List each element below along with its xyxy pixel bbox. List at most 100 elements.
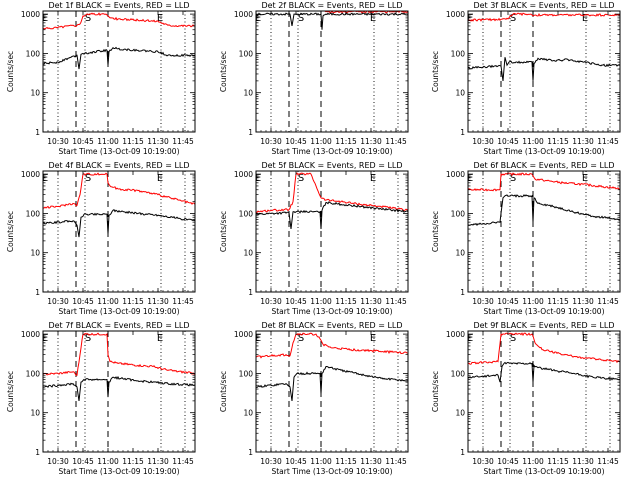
x-tick-label: 10:45 bbox=[285, 137, 307, 146]
series-group bbox=[468, 172, 620, 226]
marker-label-e: E bbox=[42, 13, 48, 24]
y-tick-label: 1000 bbox=[446, 10, 465, 19]
y-tick-label: 1 bbox=[248, 128, 253, 137]
y-axis-label: Counts/sec bbox=[219, 211, 228, 252]
marker-label-s: S bbox=[510, 13, 516, 24]
y-tick-label: 1000 bbox=[21, 10, 40, 19]
x-axis-label: Start Time (13-Oct-09 10:19:00) bbox=[271, 307, 392, 316]
y-tick-label: 1000 bbox=[446, 170, 465, 179]
y-tick-label: 1000 bbox=[446, 330, 465, 339]
x-tick-label: 11:00 bbox=[522, 297, 544, 306]
x-tick-label: 11:45 bbox=[597, 457, 619, 466]
chart-title: Det 2f BLACK = Events, RED = LLD bbox=[261, 1, 402, 10]
marker-label-e: E bbox=[157, 173, 163, 184]
x-axis-label: Start Time (13-Oct-09 10:19:00) bbox=[58, 147, 179, 156]
marker-label-e: E bbox=[370, 333, 376, 344]
marker-label-e: E bbox=[157, 333, 163, 344]
plot-frame bbox=[467, 330, 621, 453]
series-line-lld bbox=[468, 172, 620, 192]
y-tick-label: 1 bbox=[460, 288, 465, 297]
x-tick-label: 10:45 bbox=[497, 457, 519, 466]
chart-title: Det 8f BLACK = Events, RED = LLD bbox=[261, 321, 402, 330]
series-group bbox=[43, 12, 195, 70]
x-tick-label: 11:00 bbox=[310, 137, 332, 146]
y-axis-label: Counts/sec bbox=[6, 51, 15, 92]
x-tick-label: 11:15 bbox=[122, 457, 144, 466]
y-tick-label: 100 bbox=[26, 209, 41, 218]
series-line-events bbox=[256, 366, 408, 401]
x-tick-label: 10:30 bbox=[260, 457, 282, 466]
chart-title: Det 3f BLACK = Events, RED = LLD bbox=[473, 1, 614, 10]
x-tick-label: 10:45 bbox=[285, 457, 307, 466]
x-tick-label: 10:30 bbox=[472, 137, 494, 146]
y-axis-label: Counts/sec bbox=[219, 371, 228, 412]
x-tick-label: 10:45 bbox=[285, 297, 307, 306]
chart-title: Det 7f BLACK = Events, RED = LLD bbox=[48, 321, 189, 330]
y-tick-label: 100 bbox=[26, 49, 41, 58]
x-tick-label: 11:00 bbox=[97, 457, 119, 466]
x-tick-label: 10:45 bbox=[72, 297, 94, 306]
y-tick-label: 1000 bbox=[234, 330, 253, 339]
series-line-events bbox=[256, 201, 408, 230]
series-line-lld bbox=[43, 332, 195, 376]
y-tick-label: 1 bbox=[248, 288, 253, 297]
series-group bbox=[468, 12, 620, 81]
plot-frame bbox=[42, 10, 196, 133]
x-tick-label: 11:45 bbox=[385, 137, 407, 146]
marker-label-s: S bbox=[298, 333, 304, 344]
chart-title: Det 4f BLACK = Events, RED = LLD bbox=[48, 161, 189, 170]
x-tick-label: 11:30 bbox=[360, 457, 382, 466]
x-tick-label: 11:00 bbox=[522, 137, 544, 146]
y-tick-label: 1000 bbox=[21, 170, 40, 179]
x-tick-label: 10:30 bbox=[47, 297, 69, 306]
y-tick-label: 10 bbox=[455, 89, 465, 98]
x-tick-label: 10:30 bbox=[47, 457, 69, 466]
x-axis-label: Start Time (13-Oct-09 10:19:00) bbox=[271, 147, 392, 156]
series-line-lld bbox=[43, 12, 195, 30]
chart-title: Det 1f BLACK = Events, RED = LLD bbox=[48, 1, 189, 10]
x-tick-label: 10:30 bbox=[260, 297, 282, 306]
series-line-events bbox=[468, 194, 620, 226]
x-axis-label: Start Time (13-Oct-09 10:19:00) bbox=[483, 147, 604, 156]
series-group bbox=[468, 332, 620, 383]
x-tick-label: 11:30 bbox=[147, 457, 169, 466]
y-tick-label: 10 bbox=[243, 249, 253, 258]
series-line-events bbox=[256, 12, 408, 30]
marker-label-s: S bbox=[298, 173, 304, 184]
x-tick-label: 10:45 bbox=[72, 457, 94, 466]
marker-label-s: S bbox=[510, 173, 516, 184]
plot-frame bbox=[255, 330, 409, 453]
series-line-lld bbox=[43, 172, 195, 209]
marker-label-e: E bbox=[467, 13, 473, 24]
marker-label-e: E bbox=[42, 333, 48, 344]
marker-label-s: S bbox=[85, 173, 91, 184]
x-axis-label: Start Time (13-Oct-09 10:19:00) bbox=[483, 307, 604, 316]
x-tick-label: 11:30 bbox=[360, 297, 382, 306]
series-line-events bbox=[43, 209, 195, 238]
series-line-events bbox=[468, 57, 620, 81]
y-axis-label: Counts/sec bbox=[6, 371, 15, 412]
marker-label-e: E bbox=[467, 173, 473, 184]
x-tick-label: 11:45 bbox=[385, 457, 407, 466]
y-tick-label: 100 bbox=[451, 49, 466, 58]
marker-label-s: S bbox=[85, 333, 91, 344]
x-tick-label: 11:45 bbox=[385, 297, 407, 306]
x-tick-label: 10:30 bbox=[472, 457, 494, 466]
marker-label-e: E bbox=[582, 13, 588, 24]
x-tick-label: 11:30 bbox=[572, 457, 594, 466]
plot-frame bbox=[255, 10, 409, 133]
y-tick-label: 1 bbox=[35, 448, 40, 457]
marker-label-e: E bbox=[255, 333, 261, 344]
x-tick-label: 11:30 bbox=[572, 297, 594, 306]
x-tick-label: 11:00 bbox=[97, 137, 119, 146]
series-group bbox=[43, 172, 195, 238]
chart-title: Det 5f BLACK = Events, RED = LLD bbox=[261, 161, 402, 170]
x-tick-label: 11:15 bbox=[335, 137, 357, 146]
y-axis-label: Counts/sec bbox=[6, 211, 15, 252]
x-axis-label: Start Time (13-Oct-09 10:19:00) bbox=[483, 467, 604, 476]
